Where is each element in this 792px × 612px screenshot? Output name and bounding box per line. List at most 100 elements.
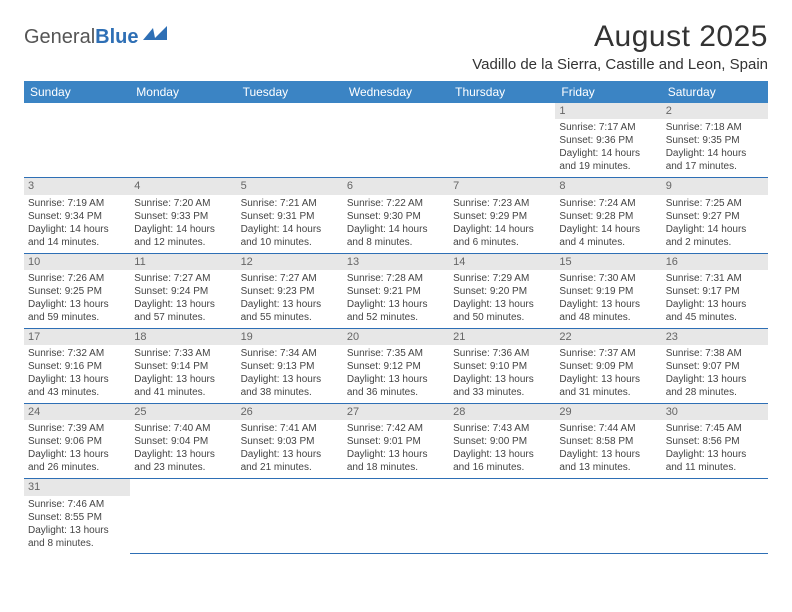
- sunset-line: Sunset: 9:24 PM: [134, 285, 232, 298]
- sunrise-line: Sunrise: 7:45 AM: [666, 422, 764, 435]
- daylight-line: Daylight: 13 hours and 26 minutes.: [28, 448, 126, 474]
- calendar-cell: 14Sunrise: 7:29 AMSunset: 9:20 PMDayligh…: [449, 253, 555, 328]
- sunset-line: Sunset: 9:30 PM: [347, 210, 445, 223]
- daylight-line: Daylight: 14 hours and 6 minutes.: [453, 223, 551, 249]
- sunrise-line: Sunrise: 7:35 AM: [347, 347, 445, 360]
- sunset-line: Sunset: 9:09 PM: [559, 360, 657, 373]
- sunrise-line: Sunrise: 7:26 AM: [28, 272, 126, 285]
- calendar-cell: 20Sunrise: 7:35 AMSunset: 9:12 PMDayligh…: [343, 328, 449, 403]
- calendar-row: 24Sunrise: 7:39 AMSunset: 9:06 PMDayligh…: [24, 404, 768, 479]
- logo-text-general: General: [24, 26, 95, 49]
- daylight-line: Daylight: 13 hours and 13 minutes.: [559, 448, 657, 474]
- sunrise-line: Sunrise: 7:46 AM: [28, 498, 126, 511]
- sunrise-line: Sunrise: 7:28 AM: [347, 272, 445, 285]
- sunset-line: Sunset: 9:03 PM: [241, 435, 339, 448]
- sunrise-line: Sunrise: 7:21 AM: [241, 197, 339, 210]
- sunrise-line: Sunrise: 7:43 AM: [453, 422, 551, 435]
- daylight-line: Daylight: 13 hours and 28 minutes.: [666, 373, 764, 399]
- header: GeneralBlue August 2025 Vadillo de la Si…: [24, 20, 768, 73]
- sunset-line: Sunset: 9:04 PM: [134, 435, 232, 448]
- sunset-line: Sunset: 9:35 PM: [666, 134, 764, 147]
- sunrise-line: Sunrise: 7:42 AM: [347, 422, 445, 435]
- month-title: August 2025: [472, 20, 768, 54]
- sunrise-line: Sunrise: 7:18 AM: [666, 121, 764, 134]
- sunset-line: Sunset: 9:36 PM: [559, 134, 657, 147]
- calendar-body: 1Sunrise: 7:17 AMSunset: 9:36 PMDaylight…: [24, 103, 768, 554]
- flag-icon: [143, 26, 169, 49]
- sunrise-line: Sunrise: 7:36 AM: [453, 347, 551, 360]
- calendar-cell: 4Sunrise: 7:20 AMSunset: 9:33 PMDaylight…: [130, 178, 236, 253]
- daylight-line: Daylight: 13 hours and 41 minutes.: [134, 373, 232, 399]
- title-block: August 2025 Vadillo de la Sierra, Castil…: [472, 20, 768, 73]
- daylight-line: Daylight: 13 hours and 8 minutes.: [28, 524, 126, 550]
- day-number: 3: [24, 178, 130, 194]
- calendar-cell: 15Sunrise: 7:30 AMSunset: 9:19 PMDayligh…: [555, 253, 661, 328]
- day-number: 18: [130, 329, 236, 345]
- location: Vadillo de la Sierra, Castille and Leon,…: [472, 56, 768, 73]
- sunrise-line: Sunrise: 7:38 AM: [666, 347, 764, 360]
- calendar-cell: 23Sunrise: 7:38 AMSunset: 9:07 PMDayligh…: [662, 328, 768, 403]
- sunset-line: Sunset: 9:16 PM: [28, 360, 126, 373]
- calendar-row: 1Sunrise: 7:17 AMSunset: 9:36 PMDaylight…: [24, 103, 768, 178]
- calendar-row: 31 Sunrise: 7:46 AMSunset: 8:55 PMDayligh…: [24, 479, 768, 554]
- day-number: 9: [662, 178, 768, 194]
- daylight-line: Daylight: 13 hours and 21 minutes.: [241, 448, 339, 474]
- calendar-cell: 12Sunrise: 7:27 AMSunset: 9:23 PMDayligh…: [237, 253, 343, 328]
- sunrise-line: Sunrise: 7:23 AM: [453, 197, 551, 210]
- calendar-cell: 24Sunrise: 7:39 AMSunset: 9:06 PMDayligh…: [24, 404, 130, 479]
- sunrise-line: Sunrise: 7:22 AM: [347, 197, 445, 210]
- day-number: 24: [24, 404, 130, 420]
- calendar-cell: 21Sunrise: 7:36 AMSunset: 9:10 PMDayligh…: [449, 328, 555, 403]
- calendar-cell: 17Sunrise: 7:32 AMSunset: 9:16 PMDayligh…: [24, 328, 130, 403]
- sunrise-line: Sunrise: 7:34 AM: [241, 347, 339, 360]
- day-number: 15: [555, 254, 661, 270]
- day-number: 21: [449, 329, 555, 345]
- calendar-cell: 31 Sunrise: 7:46 AMSunset: 8:55 PMDayligh…: [24, 479, 130, 554]
- day-number: 4: [130, 178, 236, 194]
- calendar-cell: [24, 103, 130, 178]
- sunrise-line: Sunrise: 7:39 AM: [28, 422, 126, 435]
- daylight-line: Daylight: 14 hours and 19 minutes.: [559, 147, 657, 173]
- sunrise-line: Sunrise: 7:25 AM: [666, 197, 764, 210]
- daylight-line: Daylight: 13 hours and 16 minutes.: [453, 448, 551, 474]
- daylight-line: Daylight: 14 hours and 2 minutes.: [666, 223, 764, 249]
- calendar-cell: [449, 479, 555, 554]
- sunset-line: Sunset: 9:10 PM: [453, 360, 551, 373]
- daylight-line: Daylight: 13 hours and 45 minutes.: [666, 298, 764, 324]
- day-number: 7: [449, 178, 555, 194]
- sunset-line: Sunset: 9:07 PM: [666, 360, 764, 373]
- sunset-line: Sunset: 9:31 PM: [241, 210, 339, 223]
- weekday-wednesday: Wednesday: [343, 81, 449, 103]
- daylight-line: Daylight: 13 hours and 52 minutes.: [347, 298, 445, 324]
- sunset-line: Sunset: 8:55 PM: [28, 511, 126, 524]
- day-number: 11: [130, 254, 236, 270]
- calendar-cell: 22Sunrise: 7:37 AMSunset: 9:09 PMDayligh…: [555, 328, 661, 403]
- sunset-line: Sunset: 9:20 PM: [453, 285, 551, 298]
- calendar-cell: [662, 479, 768, 554]
- sunset-line: Sunset: 9:34 PM: [28, 210, 126, 223]
- sunrise-line: Sunrise: 7:29 AM: [453, 272, 551, 285]
- calendar-cell: [449, 103, 555, 178]
- day-number: 31: [24, 479, 130, 495]
- day-number: 30: [662, 404, 768, 420]
- daylight-line: Daylight: 13 hours and 38 minutes.: [241, 373, 339, 399]
- calendar-table: Sunday Monday Tuesday Wednesday Thursday…: [24, 81, 768, 554]
- calendar-cell: 10Sunrise: 7:26 AMSunset: 9:25 PMDayligh…: [24, 253, 130, 328]
- sunrise-line: Sunrise: 7:33 AM: [134, 347, 232, 360]
- calendar-cell: [130, 103, 236, 178]
- weekday-thursday: Thursday: [449, 81, 555, 103]
- day-number: 1: [555, 103, 661, 119]
- calendar-cell: [343, 103, 449, 178]
- sunrise-line: Sunrise: 7:40 AM: [134, 422, 232, 435]
- sunset-line: Sunset: 9:21 PM: [347, 285, 445, 298]
- weekday-header-row: Sunday Monday Tuesday Wednesday Thursday…: [24, 81, 768, 103]
- sunset-line: Sunset: 8:56 PM: [666, 435, 764, 448]
- calendar-cell: 1Sunrise: 7:17 AMSunset: 9:36 PMDaylight…: [555, 103, 661, 178]
- calendar-cell: 6Sunrise: 7:22 AMSunset: 9:30 PMDaylight…: [343, 178, 449, 253]
- day-number: 20: [343, 329, 449, 345]
- sunset-line: Sunset: 9:25 PM: [28, 285, 126, 298]
- sunset-line: Sunset: 9:13 PM: [241, 360, 339, 373]
- daylight-line: Daylight: 13 hours and 18 minutes.: [347, 448, 445, 474]
- day-number: 10: [24, 254, 130, 270]
- day-number: 6: [343, 178, 449, 194]
